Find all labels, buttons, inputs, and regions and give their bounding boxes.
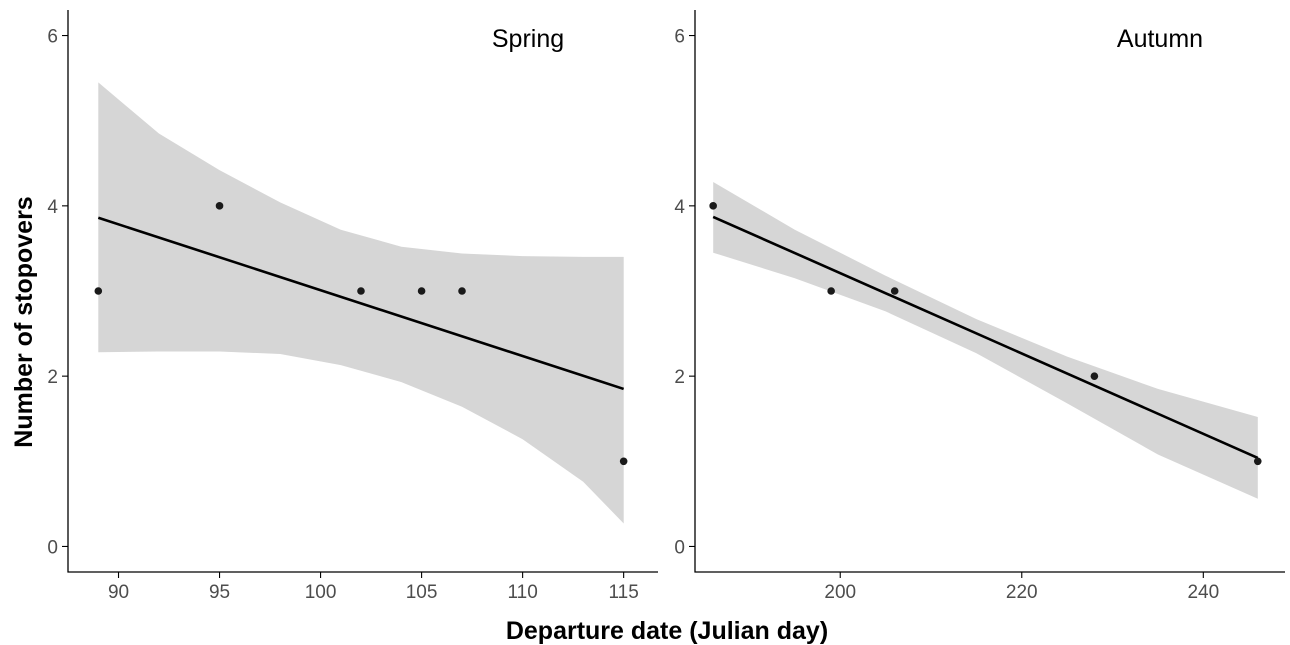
confidence-band [713,182,1258,499]
x-tick-label: 115 [609,582,639,603]
x-tick-label: 110 [507,582,537,603]
y-tick-label: 6 [47,27,58,48]
y-tick-label: 4 [674,197,685,218]
data-point [1253,457,1262,466]
x-tick-label: 95 [209,582,230,603]
y-tick-label: 4 [47,197,58,218]
y-tick-label: 0 [47,537,58,558]
data-point [827,287,835,295]
x-tick-label: 105 [406,582,438,603]
panel-label: Autumn [1117,25,1203,53]
spring-panel: 90 95 100 105 110 115 0 2 4 6 Spring [47,10,658,603]
data-point [357,287,365,295]
x-tick-label: 90 [108,582,129,603]
autumn-panel: 200 220 240 0 2 4 6 Autumn [674,10,1285,603]
x-axis-title: Departure date (Julian day) [506,617,828,645]
x-tick-label: 100 [305,582,337,603]
data-point [619,457,628,466]
data-point [890,287,899,295]
x-tick-label: 240 [1187,582,1219,603]
data-point [215,202,224,210]
x-tick-label: 200 [824,582,856,603]
y-tick-label: 6 [674,27,685,48]
data-point [417,287,426,295]
x-tick-label: 220 [1006,582,1038,603]
data-point [94,287,103,295]
data-point [709,202,717,210]
panel-label: Spring [492,25,564,53]
y-tick-label: 2 [47,367,58,388]
y-axis-title: Number of stopovers [10,196,38,447]
regression-line [97,216,625,391]
y-tick-label: 2 [674,367,685,388]
y-tick-label: 0 [674,537,685,558]
data-point [458,287,466,295]
regression-line [712,215,1259,460]
data-point [1090,372,1099,380]
